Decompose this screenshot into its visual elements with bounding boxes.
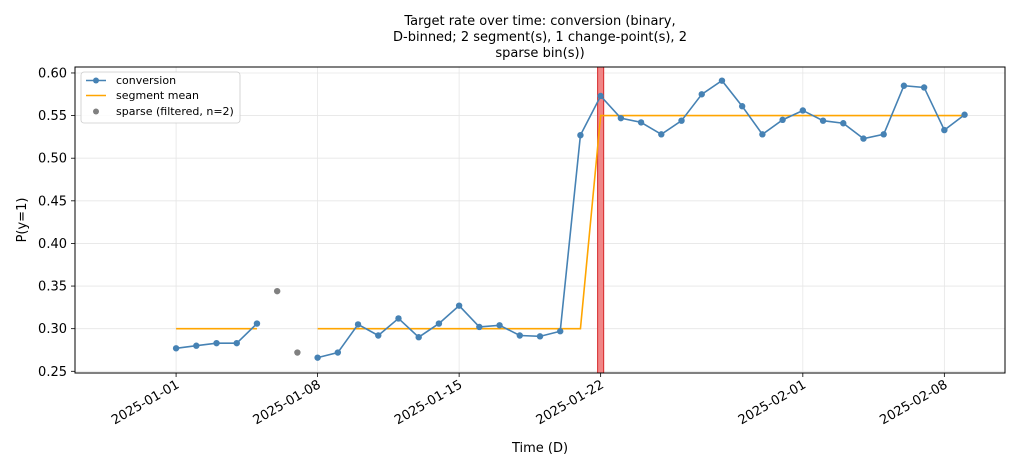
x-tick-label: 2025-01-15	[392, 377, 465, 428]
change-point-band	[597, 66, 605, 374]
conversion-point	[617, 114, 625, 122]
title-line: D-binned; 2 segment(s), 1 change-point(s…	[393, 30, 687, 45]
x-tick-label: 2025-01-01	[109, 377, 182, 428]
x-tick-label: 2025-02-08	[877, 377, 950, 428]
conversion-point	[860, 135, 867, 142]
conversion-point	[213, 339, 220, 347]
conversion-point	[779, 116, 786, 124]
sparse-layer	[273, 287, 301, 356]
sparse-point	[273, 287, 281, 295]
conversion-point	[435, 320, 443, 327]
x-tick-label: 2025-01-22	[534, 377, 607, 428]
legend-box	[80, 71, 241, 124]
segment-mean-line	[317, 114, 965, 330]
y-tick-label: 0.45	[38, 194, 67, 209]
conversion-point	[476, 323, 483, 331]
conversion-point	[314, 354, 321, 361]
x-axis-label: Time (D)	[511, 441, 568, 456]
y-tick-label: 0.50	[38, 152, 67, 167]
segment-mean-layer	[176, 114, 965, 330]
conversion-point	[516, 332, 523, 339]
plot-frame	[74, 66, 1006, 374]
conversion-point	[496, 322, 503, 329]
change-point-layer	[597, 66, 605, 374]
conversion-point	[678, 117, 685, 124]
conversion-point	[718, 77, 726, 84]
legend-label: segment mean	[116, 89, 199, 102]
conversion-point	[941, 126, 948, 134]
conversion-point	[637, 119, 645, 126]
conversion-point	[880, 131, 887, 138]
conversion-layer	[172, 77, 968, 361]
y-tick-label: 0.30	[38, 322, 67, 337]
y-axis-label: P(y=1)	[15, 198, 30, 243]
conversion-point	[375, 332, 382, 339]
conversion-point	[759, 131, 766, 138]
conversion-point	[455, 302, 463, 309]
y-axis: 0.25 0.30 0.35 0.40 0.45 0.50 0.55 0.60	[38, 66, 75, 380]
conversion-point	[334, 349, 342, 356]
conversion-point	[698, 91, 705, 98]
y-tick-label: 0.35	[38, 280, 67, 295]
conversion-point	[415, 334, 422, 341]
sparse-point	[294, 349, 301, 356]
legend-label: sparse (filtered, n=2)	[116, 105, 234, 118]
x-axis: 2025-01-01 2025-01-08 2025-01-15 2025-01-22…	[109, 373, 950, 428]
title-line: Target rate over time: conversion (binar…	[403, 14, 675, 29]
legend-conversion-marker	[93, 77, 99, 84]
legend-sparse-marker	[93, 108, 99, 115]
conversion-point	[577, 131, 584, 139]
conversion-point	[557, 328, 564, 335]
conversion-point	[253, 320, 261, 327]
y-tick-label: 0.40	[38, 237, 67, 252]
x-tick-label: 2025-01-08	[251, 377, 324, 428]
conversion-point	[536, 333, 544, 340]
conversion-point	[172, 345, 180, 352]
conversion-point	[193, 342, 200, 349]
conversion-point	[840, 120, 847, 127]
conversion-point	[354, 321, 362, 328]
conversion-point	[900, 82, 908, 89]
legend-label: conversion	[116, 74, 176, 87]
y-tick-label: 0.55	[38, 109, 67, 124]
conversion-point	[658, 131, 665, 138]
chart-title: Target rate over time: conversion (binar…	[393, 14, 687, 61]
y-tick-label: 0.60	[38, 66, 67, 81]
conversion-point	[738, 103, 746, 110]
conversion-point	[799, 107, 807, 114]
conversion-point	[819, 117, 827, 124]
conversion-point	[395, 315, 402, 322]
conversion-point	[233, 339, 240, 347]
conversion-point	[920, 84, 928, 91]
title-line: sparse bin(s))	[495, 46, 584, 61]
conversion-point	[961, 111, 968, 118]
x-tick-label: 2025-02-01	[736, 377, 809, 428]
conversion-point	[597, 92, 604, 100]
legend: conversion segment mean sparse (filtered, …	[80, 71, 241, 124]
y-tick-label: 0.25	[38, 365, 67, 380]
